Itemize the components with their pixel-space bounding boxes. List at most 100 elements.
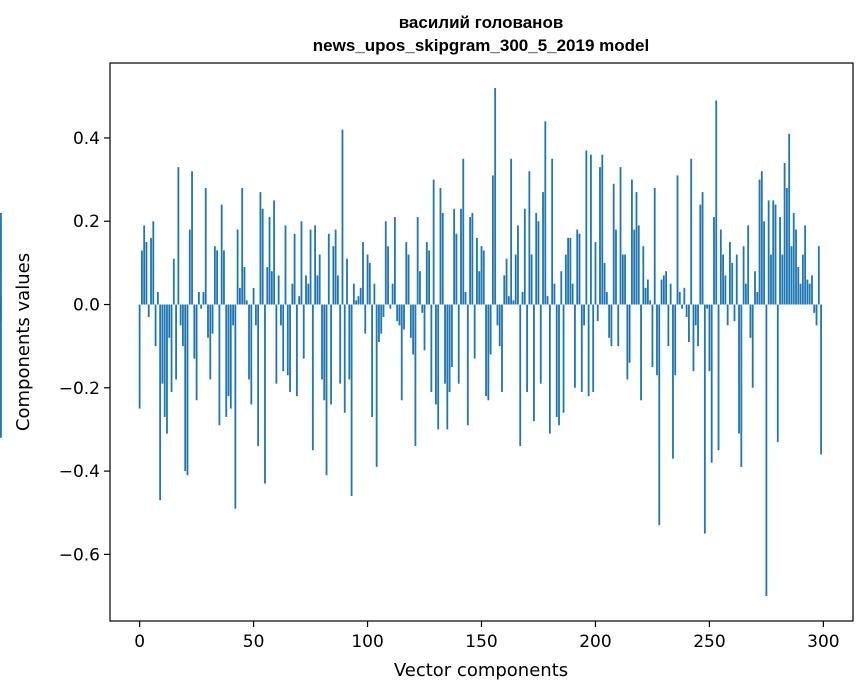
bar-72	[302, 304, 305, 359]
bar-64	[284, 225, 287, 305]
bar-246	[699, 204, 702, 305]
bar-53	[259, 192, 262, 305]
bar-16	[175, 304, 177, 380]
bar-115	[400, 304, 403, 401]
bar-247	[701, 192, 704, 305]
bar-58	[270, 271, 273, 305]
bar-273	[760, 171, 763, 305]
bar-139	[455, 233, 458, 305]
bar-215	[628, 304, 631, 363]
bar-271	[756, 292, 759, 305]
y-tick-label: −0.6	[59, 545, 100, 565]
chart-subtitle: news_upos_skipgram_300_5_2019 model	[313, 36, 649, 55]
bar-98	[362, 242, 364, 305]
bar-248	[703, 304, 706, 534]
bar-10	[161, 304, 164, 384]
bar-242	[690, 158, 693, 305]
bar-14	[170, 304, 173, 392]
bar-282	[781, 254, 784, 305]
bar-17	[177, 167, 180, 305]
bar-220	[640, 304, 642, 401]
bar-85	[332, 246, 335, 305]
bar-298	[817, 246, 820, 305]
bar-44	[239, 287, 241, 305]
bar-6	[152, 221, 155, 305]
bar-97	[359, 287, 362, 305]
bar-137	[450, 304, 453, 367]
bar-89	[341, 129, 344, 305]
bar-118	[407, 254, 410, 305]
bar-158	[498, 304, 501, 347]
bar-61	[277, 275, 280, 305]
bar-162	[507, 296, 510, 305]
bar-233	[669, 283, 672, 305]
bar-288	[795, 229, 797, 305]
bar-223	[646, 279, 649, 305]
bar-57	[268, 217, 271, 305]
bar-214	[626, 304, 629, 380]
bar-275	[765, 304, 768, 597]
bar-147	[473, 304, 476, 359]
bar-94	[352, 283, 355, 305]
bar-96	[357, 296, 360, 305]
bar-154	[489, 304, 492, 355]
bar-36	[220, 204, 223, 305]
bar-197	[587, 304, 590, 397]
bar-105	[378, 304, 380, 342]
bar-192	[576, 229, 579, 305]
bar-196	[585, 150, 588, 305]
x-axis-ticks: 0 50 100 150 200 250 300	[134, 621, 840, 652]
bar-132	[439, 187, 442, 305]
bar-11	[163, 304, 166, 417]
bar-125	[423, 304, 426, 351]
bar-38	[225, 304, 228, 417]
bar-255	[719, 229, 722, 305]
bar-37	[223, 250, 225, 305]
bar-93	[350, 304, 353, 497]
bar-67	[291, 283, 294, 305]
bar-103	[373, 283, 376, 305]
bar-71	[300, 221, 303, 305]
bar-112	[393, 217, 396, 305]
bar-15	[172, 258, 175, 305]
bar-260	[731, 262, 734, 305]
bar-265	[742, 246, 745, 305]
bar-172	[530, 254, 533, 305]
bar-24	[193, 304, 196, 359]
bar-123	[419, 271, 421, 305]
bar-41	[232, 304, 234, 326]
bar-107	[382, 304, 385, 318]
bar-195	[583, 304, 585, 326]
bar-141	[460, 208, 462, 305]
bar-278	[772, 200, 775, 305]
bar-134	[444, 304, 446, 384]
bar-284	[785, 187, 788, 305]
bar-148	[476, 237, 478, 305]
bar-26	[197, 292, 200, 305]
bar-267	[747, 225, 750, 305]
bar-228	[658, 304, 661, 526]
bar-194	[580, 304, 583, 392]
bar-176	[539, 304, 542, 384]
bar-272	[758, 179, 761, 305]
bar-129	[432, 179, 435, 305]
bar-81	[323, 304, 326, 401]
bar-206	[608, 304, 611, 338]
bar-183	[555, 304, 558, 417]
bar-160	[503, 275, 506, 305]
bar-212	[621, 254, 624, 305]
bar-280	[776, 304, 779, 442]
bar-259	[729, 242, 731, 305]
bar-251	[710, 304, 713, 463]
bar-209	[615, 229, 617, 305]
bar-34	[216, 250, 219, 305]
bar-235	[674, 304, 677, 376]
bar-70	[298, 296, 301, 305]
bar-239	[683, 287, 686, 305]
bar-245	[697, 304, 699, 347]
y-axis-label: Components values	[13, 253, 34, 431]
bar-157	[496, 304, 499, 326]
bar-155	[491, 175, 494, 305]
bar-12	[166, 304, 168, 434]
